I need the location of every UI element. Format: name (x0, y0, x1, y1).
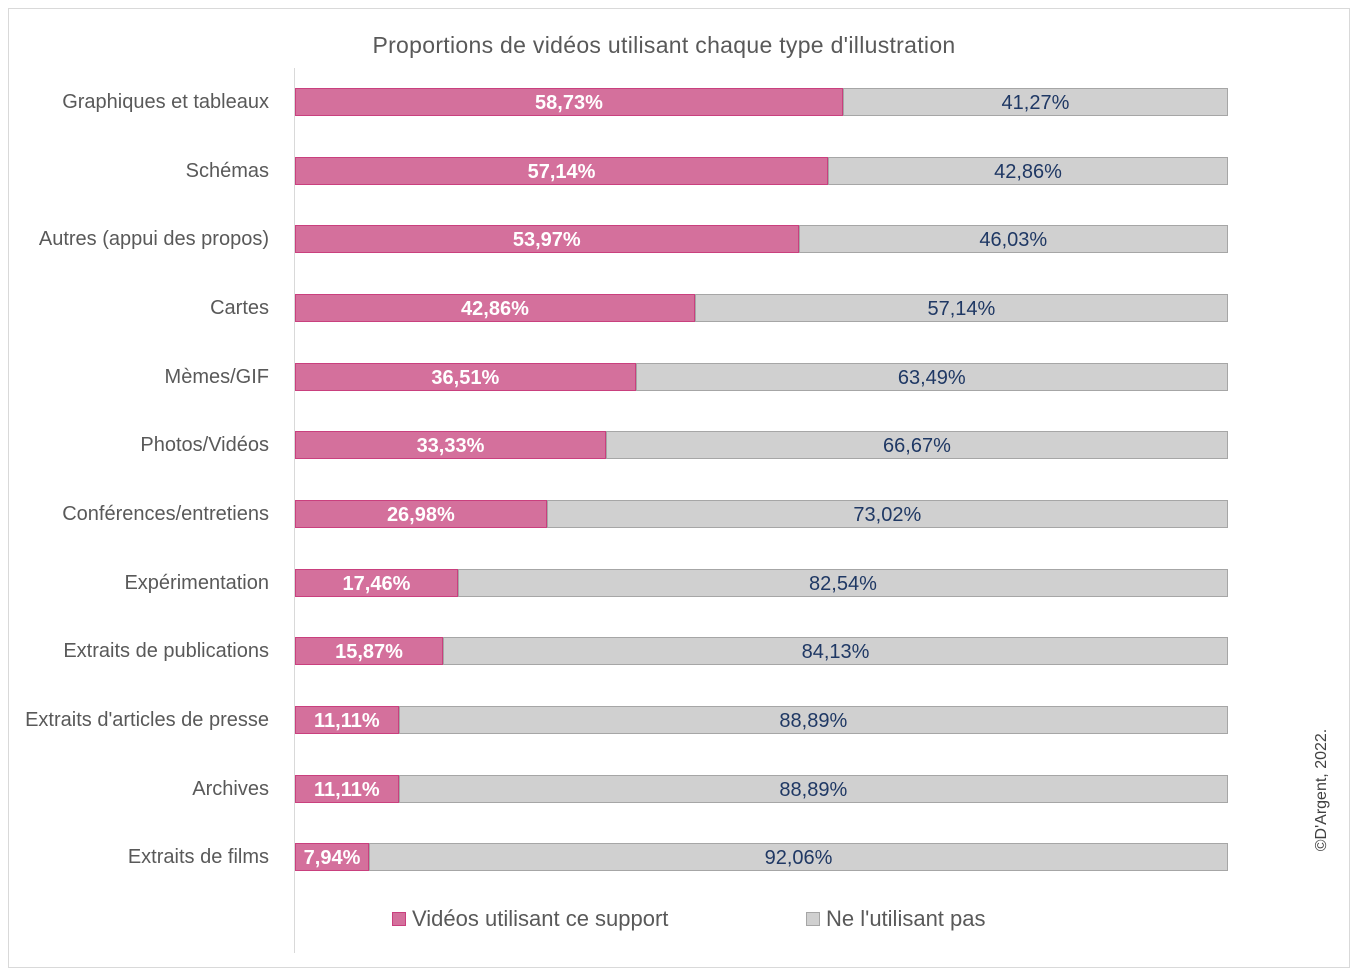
y-tick-label: Extraits de films (127, 846, 269, 869)
bar-segment (295, 293, 695, 322)
data-label: 26,98% (386, 503, 455, 526)
bar-segment (398, 774, 1228, 803)
y-tick-label: Mèmes/GIF (164, 365, 269, 388)
data-label: 84,13% (801, 641, 870, 664)
data-label: 42,86% (994, 160, 1062, 183)
y-tick-label: Photos/Vidéos (140, 434, 269, 457)
data-label: 33,33% (416, 435, 485, 458)
bar-segment (295, 88, 843, 116)
legend-swatch (392, 912, 406, 926)
data-label: 41,27% (1001, 92, 1070, 114)
y-tick-label: Extraits d'articles de presse (25, 708, 269, 731)
bar-segment (295, 431, 606, 460)
data-label: 58,73% (535, 92, 603, 114)
data-label: 53,97% (512, 229, 581, 252)
data-label: 73,02% (853, 503, 922, 526)
bar-segment (295, 774, 399, 803)
bar-segment (694, 293, 1228, 322)
bar-segment (295, 362, 636, 391)
data-label: 42,86% (461, 297, 529, 320)
y-tick-label: Schémas (185, 159, 269, 182)
data-label: 11,11% (314, 778, 380, 801)
data-label: 66,67% (883, 435, 951, 458)
bar-segment (295, 705, 399, 734)
bar-segment (398, 705, 1228, 734)
data-label: 11,11% (314, 709, 380, 732)
bar-segment (443, 637, 1228, 666)
y-tick-label: Graphiques et tableaux (62, 91, 269, 113)
chart-title: Proportions de vidéos utilisant chaque t… (372, 32, 956, 58)
data-label: 17,46% (342, 572, 411, 595)
data-label: 57,14% (927, 297, 996, 320)
bar-segment (546, 499, 1228, 528)
credit: ©D'Argent, 2022. (1313, 728, 1330, 852)
category-axis (294, 68, 295, 953)
y-tick-label: Archives (192, 777, 269, 800)
legend-item: Vidéos utilisant ce support (392, 906, 668, 932)
y-tick-label: Cartes (210, 296, 269, 319)
data-label: 36,51% (431, 366, 500, 389)
bar-segment (369, 843, 1228, 872)
y-tick-label: Expérimentation (124, 571, 269, 594)
bar-segment (457, 568, 1228, 597)
data-label: 92,06% (764, 847, 833, 870)
data-label: 46,03% (979, 229, 1048, 252)
data-label: 88,89% (779, 709, 848, 732)
bar-segment (295, 156, 829, 185)
bar-segment (295, 568, 458, 597)
y-tick-label: Extraits de publications (63, 640, 269, 663)
bar-segment (828, 156, 1228, 185)
data-label: 7,94% (303, 847, 361, 870)
bar-segment (295, 499, 547, 528)
data-label: 88,89% (779, 778, 848, 801)
bar-segment (295, 225, 799, 254)
y-tick-label: Conférences/entretiens (62, 502, 269, 525)
bar-segment (635, 362, 1228, 391)
data-label: 15,87% (335, 641, 403, 664)
bar-segment (295, 843, 370, 872)
bar-segment (295, 637, 444, 666)
legend-label: Ne l'utilisant pas (826, 906, 986, 931)
data-label: 57,14% (527, 160, 596, 183)
legend-item: Ne l'utilisant pas (806, 906, 986, 932)
bar-segment (842, 88, 1228, 116)
y-tick-label: Autres (appui des propos) (38, 228, 269, 251)
data-label: 63,49% (897, 366, 966, 389)
bar-segment (798, 225, 1228, 254)
bar-segment (605, 431, 1228, 460)
legend-swatch (806, 912, 820, 926)
legend-label: Vidéos utilisant ce support (412, 906, 669, 931)
data-label: 82,54% (809, 572, 877, 595)
